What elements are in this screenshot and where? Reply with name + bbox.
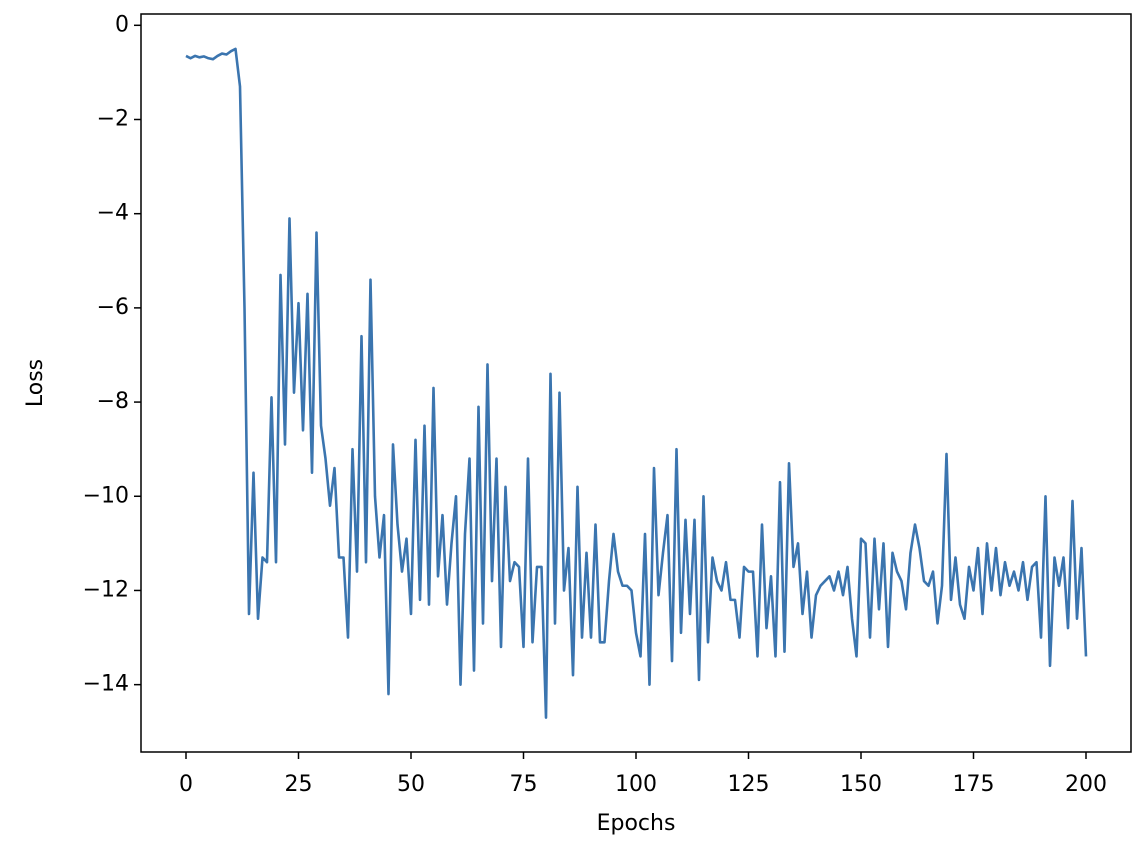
loss-line <box>185 47 1088 719</box>
y-tick-label: −6 <box>97 295 129 320</box>
x-tick-label: 150 <box>840 772 882 797</box>
x-tick-label: 75 <box>510 772 538 797</box>
y-tick-label: −10 <box>83 483 129 508</box>
y-tick-label: 0 <box>115 12 129 37</box>
x-tick-label: 50 <box>397 772 425 797</box>
x-tick-label: 125 <box>728 772 770 797</box>
x-tick-label: 0 <box>179 772 193 797</box>
y-tick-label: −14 <box>83 672 129 697</box>
y-tick-label: −4 <box>97 201 129 226</box>
y-tick-label: −2 <box>97 106 129 131</box>
y-axis-label: Loss <box>23 359 48 407</box>
x-tick-label: 200 <box>1065 772 1107 797</box>
x-tick-label: 100 <box>615 772 657 797</box>
x-tick-label: 175 <box>953 772 995 797</box>
plot-frame <box>140 13 1132 753</box>
x-axis-label: Epochs <box>597 811 676 836</box>
y-tick-label: −8 <box>97 389 129 414</box>
y-tick-label: −12 <box>83 577 129 602</box>
x-tick-label: 25 <box>285 772 313 797</box>
